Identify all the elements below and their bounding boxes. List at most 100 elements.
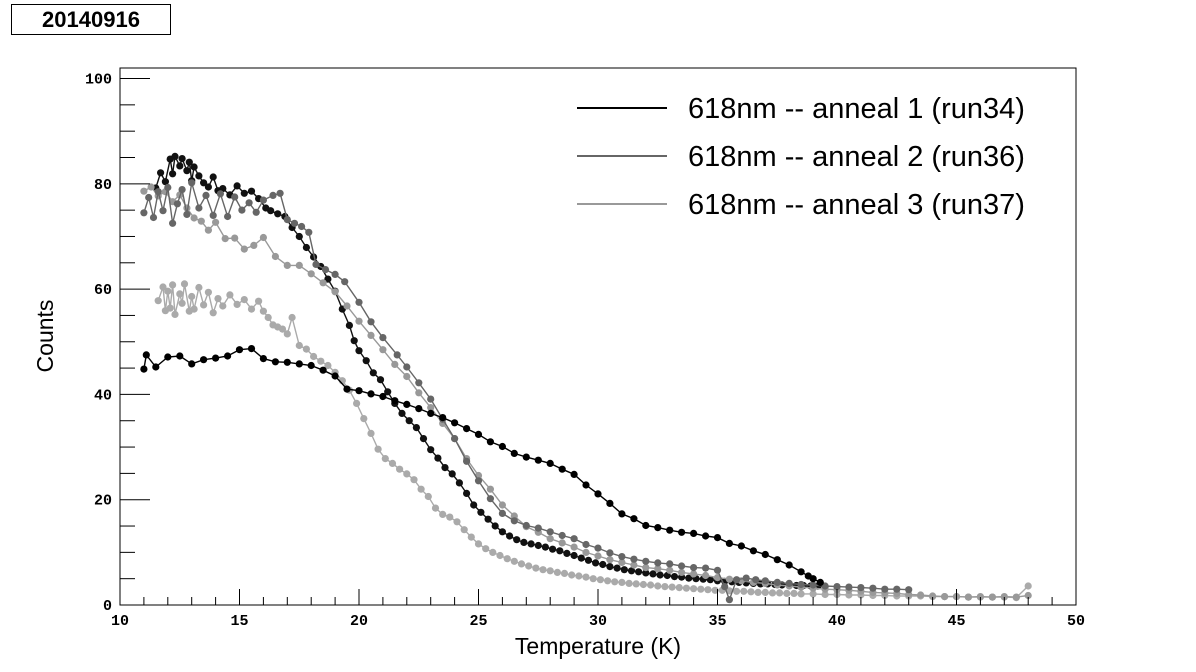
data-point [295, 261, 303, 269]
data-point [221, 235, 229, 243]
data-point [398, 409, 406, 417]
data-point [434, 454, 442, 462]
data-point [185, 158, 193, 166]
data-point [240, 296, 248, 304]
data-point [541, 543, 550, 551]
legend-label: 618nm -- anneal 1 (run34) [688, 93, 1025, 125]
data-point [510, 517, 518, 525]
data-point [278, 325, 287, 333]
data-point [467, 533, 475, 541]
data-point [654, 524, 662, 532]
data-point [484, 515, 492, 523]
data-point [212, 218, 220, 226]
data-point [733, 587, 741, 595]
data-point [331, 270, 339, 278]
data-point [259, 307, 267, 315]
data-point [271, 252, 279, 261]
data-point [582, 540, 590, 549]
data-point [367, 318, 375, 326]
data-point [231, 193, 239, 201]
data-point [747, 588, 755, 596]
y-tick-label: 60 [94, 282, 112, 299]
data-point [226, 291, 234, 299]
data-point [649, 570, 657, 578]
data-point [164, 183, 172, 192]
data-point [869, 584, 877, 592]
data-point [310, 352, 318, 361]
data-point [768, 589, 777, 597]
data-point [419, 435, 428, 443]
data-point [295, 360, 303, 368]
data-point [474, 430, 483, 438]
data-point [415, 405, 423, 413]
data-point [154, 297, 162, 305]
data-point [754, 588, 762, 597]
data-point [190, 305, 198, 313]
data-point [625, 579, 633, 588]
axes-layer: 10 15 20 25 30 35 40 45 50 0 20 40 60 80 100 [85, 72, 1085, 630]
data-point [427, 409, 435, 417]
data-point [558, 531, 566, 540]
data-point [350, 337, 358, 345]
data-point [599, 560, 607, 569]
data-point [171, 152, 179, 160]
data-point [881, 585, 889, 593]
data-point [702, 532, 710, 540]
data-point [157, 169, 165, 177]
data-point [532, 564, 540, 572]
data-point [403, 363, 411, 371]
data-point [510, 449, 518, 457]
data-point [403, 372, 411, 381]
data-point [740, 587, 748, 595]
data-point [369, 369, 377, 377]
data-point [668, 583, 676, 591]
data-point [647, 581, 655, 589]
data-point [431, 504, 440, 512]
x-tick-label: 40 [828, 613, 846, 630]
data-point [307, 270, 315, 278]
data-point [988, 593, 997, 601]
data-point [491, 522, 499, 530]
data-point [276, 189, 284, 197]
data-point [298, 222, 306, 231]
data-point [606, 549, 614, 557]
x-tick-label: 45 [947, 613, 965, 630]
data-point [685, 574, 693, 582]
data-point [343, 302, 351, 310]
data-point [654, 559, 662, 567]
data-point [620, 566, 628, 574]
series-2 [140, 183, 1032, 601]
data-point [453, 518, 461, 526]
data-point [331, 288, 339, 296]
data-point [147, 183, 155, 191]
data-point [917, 591, 925, 599]
data-point [224, 212, 232, 221]
data-point [403, 470, 411, 478]
data-point [176, 290, 184, 298]
data-point [427, 404, 435, 412]
data-point [317, 357, 325, 365]
data-point [642, 569, 650, 577]
data-point [204, 226, 212, 234]
data-point [498, 509, 506, 517]
data-point [752, 576, 760, 584]
data-point [381, 455, 389, 463]
data-point [391, 397, 399, 405]
data-point [570, 470, 578, 478]
data-point [295, 232, 303, 241]
data-point [594, 552, 602, 560]
data-point [212, 354, 220, 362]
data-point [785, 561, 793, 569]
data-point [302, 243, 310, 252]
data-point [618, 578, 626, 587]
data-point [613, 564, 621, 572]
data-point [283, 261, 291, 269]
data-point [702, 571, 710, 580]
data-point [379, 392, 387, 401]
data-point [149, 213, 158, 222]
data-point [1012, 593, 1020, 601]
data-point [654, 565, 662, 573]
data-point [1024, 591, 1032, 600]
y-tick-label: 100 [85, 72, 112, 89]
